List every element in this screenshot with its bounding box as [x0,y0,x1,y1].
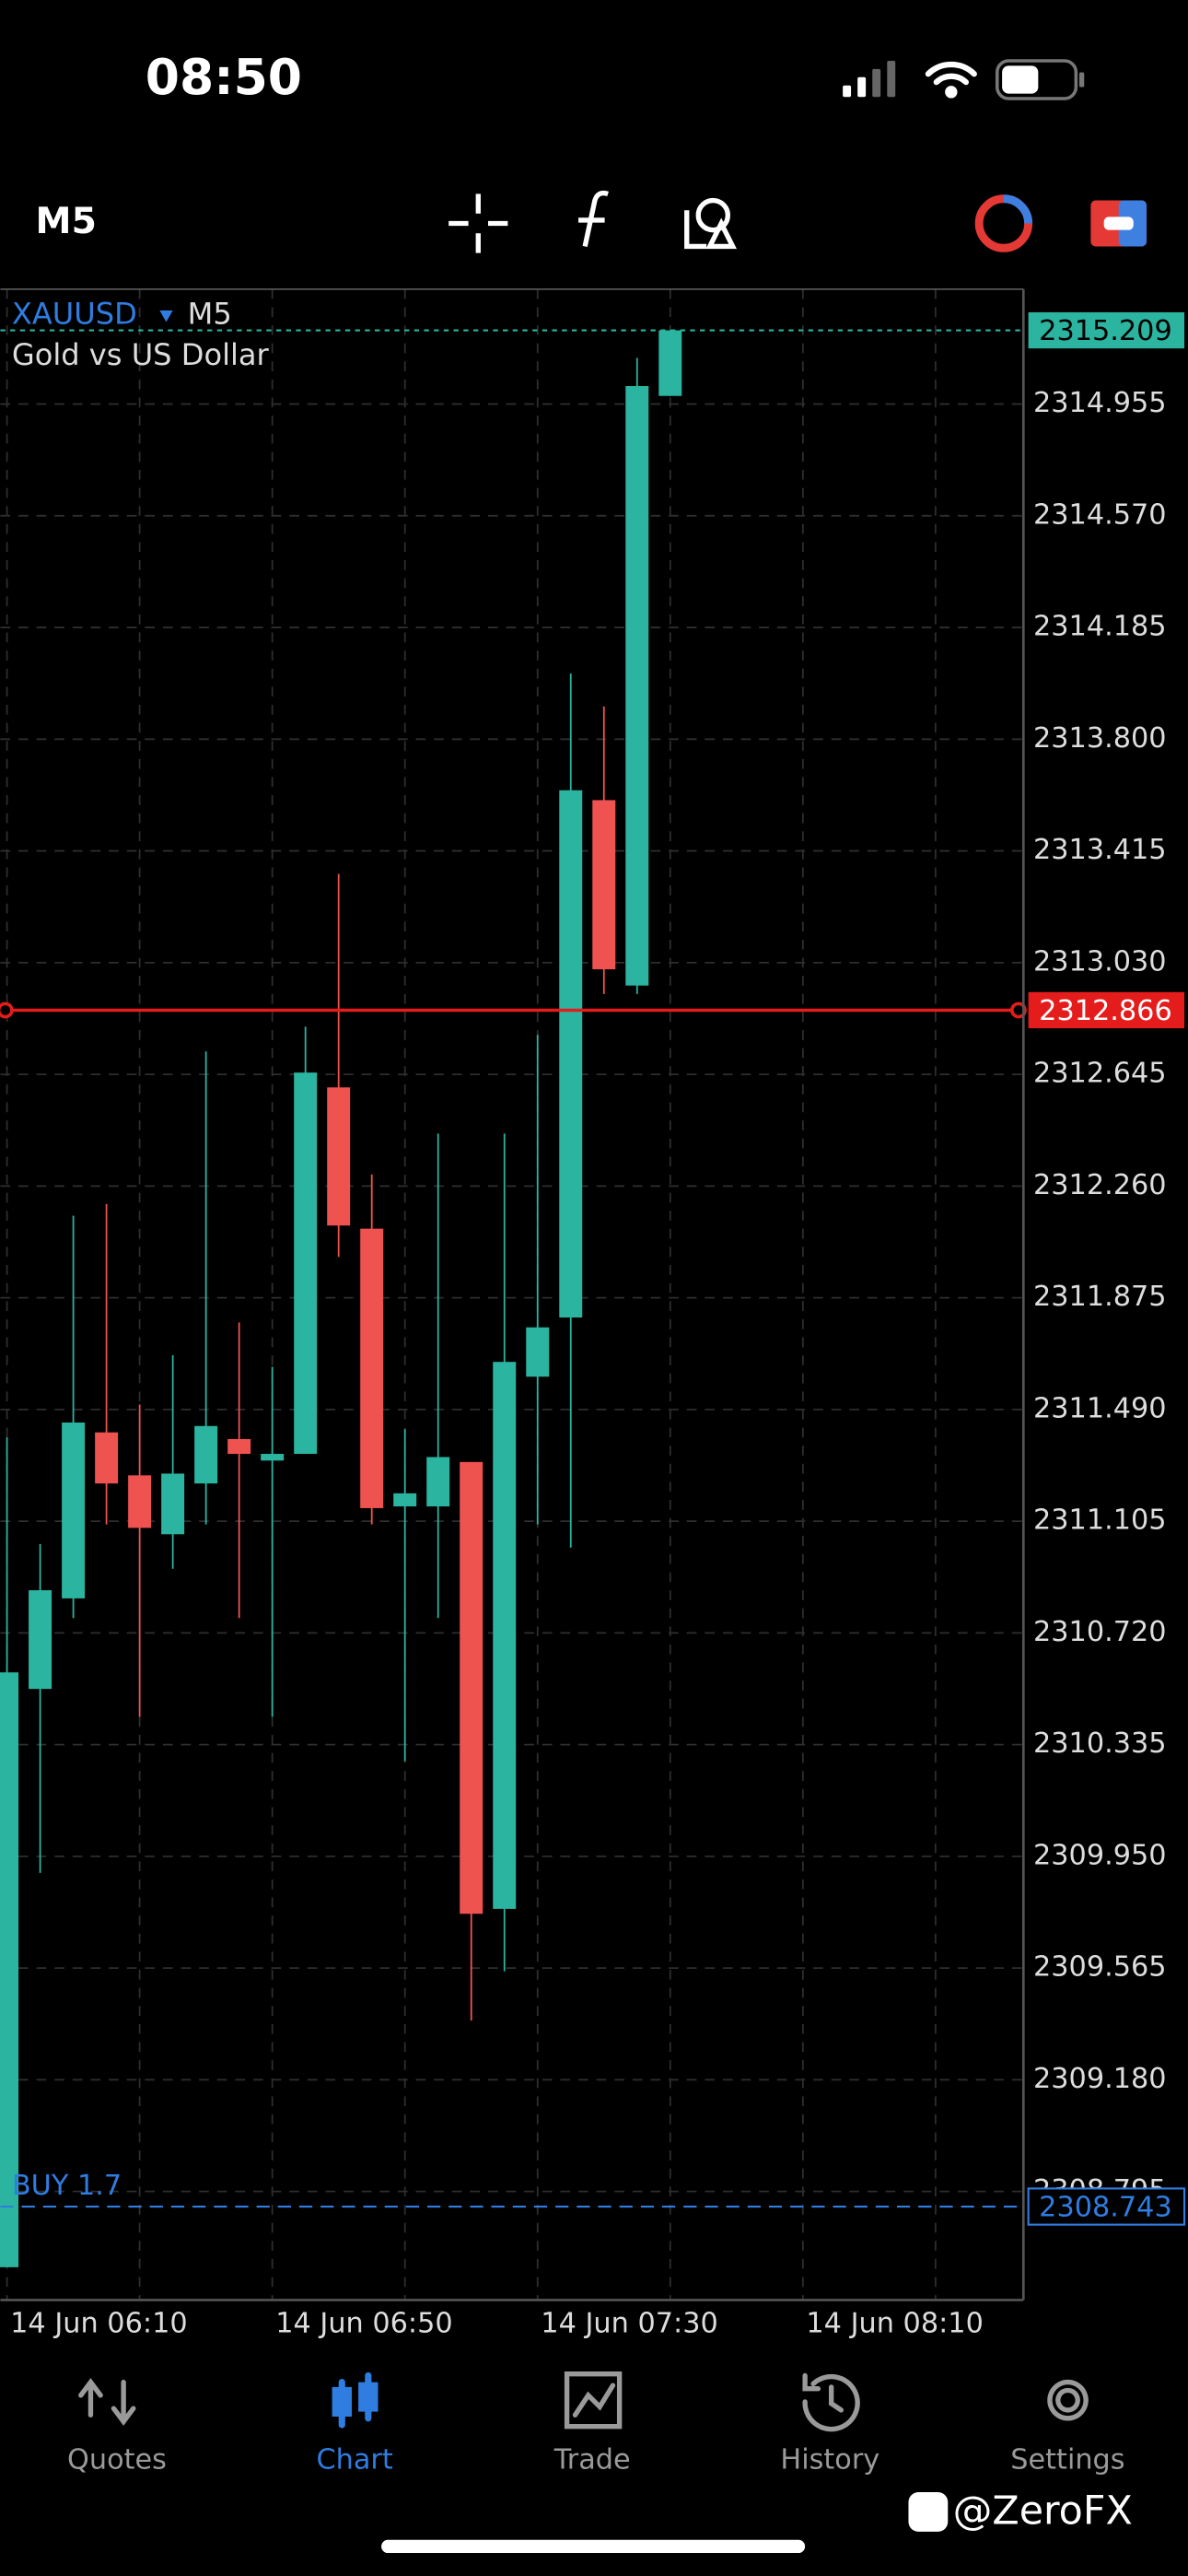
tab[interactable]: Settings [1010,2379,1125,2476]
chart-timeframe: M5 [188,296,232,331]
y-tick-label: 2309.180 [1033,2063,1167,2095]
tab-icon [332,2371,379,2429]
candle-body [0,1672,19,2267]
price-level-box [1028,311,1185,349]
candle-body [426,1457,450,1507]
price-level-label: 2315.209 [1039,315,1172,347]
home-indicator [381,2539,806,2554]
objects-button[interactable] [684,197,738,250]
candle-body [261,1454,285,1461]
tab-label: History [780,2444,879,2476]
level-handle[interactable] [1010,1001,1027,1019]
tab-icon [1047,2379,1089,2421]
x-tick-label: 14 Jun 07:30 [541,2308,717,2340]
symbol-dropdown[interactable] [159,310,173,322]
candle-body [559,790,583,1318]
y-tick-label: 2314.570 [1033,498,1167,531]
y-tick-label: 2314.955 [1033,387,1167,419]
tab-label: Quotes [67,2444,167,2476]
tab-icon [78,2378,136,2426]
tab[interactable]: Quotes [67,2378,167,2476]
tab[interactable]: Chart [316,2371,393,2476]
y-tick-label: 2309.950 [1033,1839,1167,1871]
tab-icon [564,2371,623,2430]
candle-body [658,330,682,396]
tab-label: Trade [553,2444,631,2476]
y-tick-label: 2310.335 [1033,1727,1167,1760]
candle-body [592,800,616,970]
y-tick-label: 2313.415 [1033,834,1167,866]
chart [0,288,1027,2301]
trade-signal-button[interactable] [974,194,1033,252]
candle-body [327,1087,351,1226]
y-tick-label: 2311.490 [1033,1392,1167,1424]
tab-label: Chart [316,2444,392,2476]
wifi-icon [925,61,977,99]
signal-icon [843,60,896,98]
order-price-box [1027,2187,1186,2226]
candle-body [161,1473,185,1535]
candle-body [625,386,649,986]
one-click-button[interactable] [1090,200,1147,247]
tab[interactable]: History [780,2372,879,2476]
timeframe-button[interactable]: M5 [36,201,97,242]
candle-body [95,1432,119,1484]
price-level-label: 2312.866 [1039,995,1172,1027]
x-tick-label: 14 Jun 06:10 [10,2308,187,2340]
y-tick-label: 2314.185 [1033,611,1167,643]
candle-body [460,1461,483,1914]
candle-body [29,1590,52,1690]
candle-body [526,1327,550,1377]
battery-icon [995,59,1085,100]
candle-body [227,1438,251,1455]
crosshair-button[interactable] [448,193,508,253]
y-tick-label: 2309.565 [1033,1951,1167,1984]
candle-body [294,1072,318,1455]
price-level-box [1028,991,1185,1029]
tab-icon [802,2372,860,2432]
watermark-text: @ZeroFX [953,2488,1133,2535]
tab[interactable]: Trade [553,2371,631,2476]
x-tick-label: 14 Jun 06:50 [275,2308,452,2340]
order-label: BUY 1.7 [12,2170,122,2202]
candle-body [62,1423,86,1598]
order-price-label: 2308.743 [1039,2191,1172,2223]
tab-label: Settings [1010,2444,1124,2476]
status-time: 08:50 [146,48,302,106]
candle-body [360,1228,384,1508]
y-tick-label: 2312.260 [1033,1169,1167,1201]
y-tick-label: 2310.720 [1033,1616,1167,1648]
tab-bar: Quotes Chart Trade History Settings [67,2371,1125,2476]
y-tick-label: 2313.030 [1033,945,1167,978]
indicators-button[interactable] [578,190,610,248]
y-tick-label: 2311.875 [1033,1281,1167,1313]
y-tick-label: 2313.800 [1033,722,1167,755]
y-tick-label: 2312.645 [1033,1058,1167,1090]
candle-body [194,1425,218,1484]
symbol-description: Gold vs US Dollar [12,337,270,372]
candle-body [128,1475,152,1528]
watermark: @ZeroFX [908,2488,1133,2535]
symbol[interactable]: XAUUSD [12,296,137,331]
candle-body [493,1362,517,1909]
x-tick-label: 14 Jun 08:10 [806,2308,983,2340]
level-handle[interactable] [0,1001,14,1019]
candle-body [393,1493,417,1507]
y-tick-label: 2311.105 [1033,1505,1167,1537]
